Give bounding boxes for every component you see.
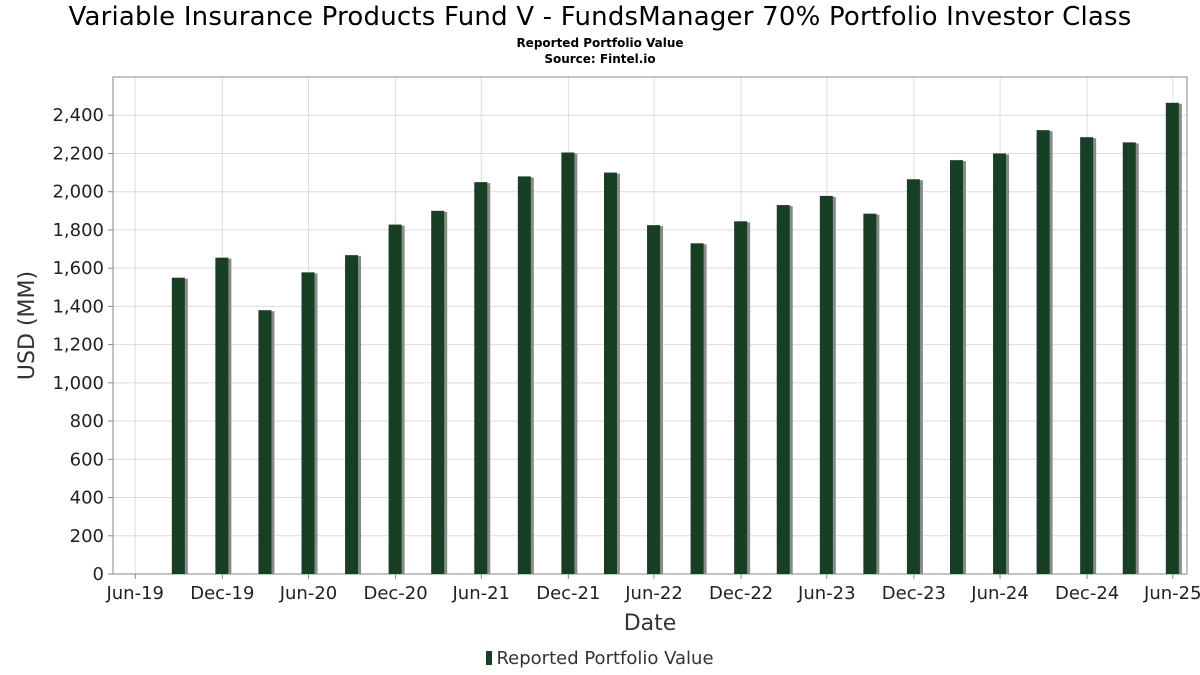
- x-axis-label: Date: [624, 611, 677, 636]
- bar: [863, 213, 877, 575]
- y-tick-label: 2,200: [52, 143, 104, 164]
- x-tick-label: Jun-21: [451, 583, 510, 604]
- bar: [301, 272, 315, 574]
- bar: [647, 225, 661, 574]
- x-tick-label: Dec-23: [882, 583, 946, 604]
- y-tick-label: 600: [70, 449, 104, 470]
- bar: [819, 195, 833, 574]
- bar: [561, 152, 575, 574]
- y-axis-label: USD (MM): [15, 271, 40, 380]
- chart-subtitle: Reported Portfolio Value: [516, 36, 684, 50]
- chart-title: Variable Insurance Products Fund V - Fun…: [68, 2, 1132, 32]
- x-tick-label: Dec-22: [709, 583, 773, 604]
- bar: [1122, 142, 1136, 574]
- x-tick-label: Jun-19: [105, 583, 164, 604]
- x-tick-label: Jun-25: [1143, 583, 1200, 604]
- y-tick-label: 800: [70, 411, 104, 432]
- y-tick-label: 1,400: [52, 296, 104, 317]
- bar: [734, 221, 748, 574]
- y-tick-label: 1,000: [52, 373, 104, 394]
- bar: [171, 277, 185, 574]
- x-tick-label: Dec-24: [1055, 583, 1119, 604]
- bar: [1080, 137, 1094, 575]
- x-tick-label: Jun-22: [624, 583, 683, 604]
- bar: [345, 255, 359, 574]
- bar: [431, 210, 445, 575]
- bar: [474, 182, 488, 574]
- bar: [1165, 102, 1179, 574]
- x-tick-label: Dec-19: [190, 583, 254, 604]
- bar: [776, 205, 790, 575]
- bar: [949, 160, 963, 574]
- y-tick-label: 0: [93, 564, 104, 585]
- bar: [388, 224, 402, 574]
- bar: [258, 310, 272, 574]
- x-tick-label: Dec-20: [363, 583, 427, 604]
- x-tick-label: Jun-20: [279, 583, 338, 604]
- bar: [993, 153, 1007, 574]
- x-tick-label: Dec-21: [536, 583, 600, 604]
- legend: Reported Portfolio Value: [0, 648, 1200, 669]
- legend-swatch: [486, 651, 493, 665]
- bar: [603, 172, 617, 575]
- y-tick-label: 400: [70, 488, 104, 509]
- y-tick-label: 200: [70, 526, 104, 547]
- bar: [517, 176, 531, 574]
- y-tick-label: 2,400: [52, 105, 104, 126]
- bar: [215, 257, 229, 574]
- y-tick-label: 1,200: [52, 335, 104, 356]
- x-tick-label: Jun-24: [970, 583, 1029, 604]
- y-tick-label: 2,000: [52, 182, 104, 203]
- y-tick-label: 1,600: [52, 258, 104, 279]
- x-tick-label: Jun-23: [797, 583, 856, 604]
- bar: [690, 243, 704, 575]
- bar: [1036, 130, 1050, 575]
- legend-label: Reported Portfolio Value: [496, 648, 714, 669]
- bar: [906, 179, 920, 574]
- y-tick-label: 1,800: [52, 220, 104, 241]
- chart-source: Source: Fintel.io: [544, 52, 656, 66]
